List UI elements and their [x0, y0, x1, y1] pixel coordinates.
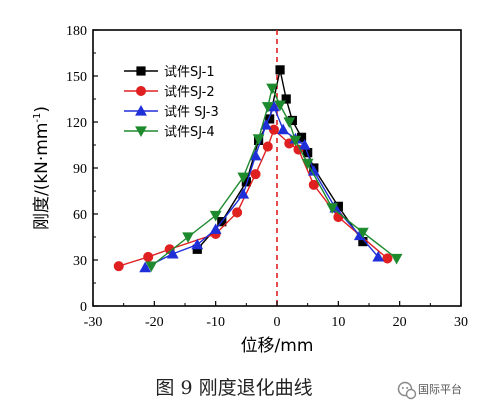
y-tick-label: 120	[66, 116, 87, 131]
data-point	[356, 227, 369, 239]
data-point	[308, 179, 319, 190]
series-line	[118, 128, 388, 267]
y-tick-label: 0	[80, 300, 87, 315]
y-tick-label: 30	[73, 254, 87, 269]
legend-marker	[135, 85, 147, 97]
watermark: 国际平台	[397, 381, 462, 400]
data-point	[232, 207, 243, 218]
data-point	[237, 172, 250, 184]
data-point	[281, 94, 291, 104]
data-point	[301, 158, 314, 170]
data-point	[252, 134, 265, 145]
data-point	[390, 253, 403, 265]
x-tick-label: -10	[206, 315, 225, 330]
data-point	[209, 210, 222, 222]
series-line	[150, 86, 398, 267]
x-tick-label: 10	[331, 315, 345, 330]
data-point	[191, 238, 204, 250]
x-tick-label: 20	[393, 315, 407, 330]
data-point	[274, 100, 286, 112]
legend-entry: 试件 SJ-3	[124, 105, 219, 120]
legend-marker	[136, 66, 146, 76]
data-point	[372, 250, 385, 262]
x-tick-label: -20	[145, 315, 164, 330]
data-point	[289, 135, 302, 147]
figure-caption: 图 9 刚度退化曲线	[155, 377, 312, 399]
data-point	[382, 253, 393, 264]
x-tick-label: 30	[454, 315, 468, 330]
data-point	[261, 102, 274, 113]
x-tick-label: -30	[84, 315, 103, 330]
legend-label: 试件SJ-4	[164, 125, 215, 140]
legend-label: 试件SJ-2	[164, 85, 215, 100]
series-layer	[113, 65, 403, 273]
series-4	[145, 83, 403, 273]
y-axis-label-close: )	[32, 106, 52, 113]
data-point	[182, 232, 194, 243]
data-point	[326, 203, 339, 214]
data-point	[139, 261, 152, 273]
legend-label: 试件SJ-1	[164, 65, 215, 80]
y-axis-label: 刚度/(kN·mm-1)	[32, 106, 52, 230]
data-point	[298, 139, 311, 150]
y-axis-ticks: 0 30 60 90 120 150 180	[66, 24, 98, 315]
x-axis-ticks: -30 -20 -10 0 10 20 30	[84, 301, 468, 330]
data-point	[249, 149, 262, 161]
legend-entry: 试件SJ-2	[124, 85, 215, 100]
data-point	[145, 261, 158, 273]
data-point	[262, 141, 273, 152]
data-point	[266, 83, 278, 95]
y-tick-label: 150	[66, 70, 87, 85]
y-tick-label: 90	[73, 162, 87, 177]
y-tick-label: 180	[66, 24, 87, 39]
data-point	[237, 188, 250, 199]
legend-entry: 试件SJ-1	[124, 65, 215, 80]
watermark-text: 国际平台	[418, 382, 462, 396]
data-point	[250, 169, 261, 180]
data-point	[283, 117, 296, 128]
data-point	[275, 65, 285, 75]
data-point	[166, 247, 179, 259]
data-point	[277, 123, 290, 135]
wechat-logo-icon	[397, 381, 417, 400]
y-tick-label: 60	[73, 208, 87, 223]
legend: 试件SJ-1 试件SJ-2 试件 SJ-3 试件SJ-4	[124, 65, 219, 140]
data-point	[333, 212, 344, 223]
data-point	[143, 251, 154, 262]
legend-entry: 试件SJ-4	[124, 125, 215, 140]
y-axis-label-exponent: -1	[32, 113, 43, 123]
y-axis-label-main: 刚度/(kN·mm	[32, 123, 52, 230]
data-point	[113, 261, 124, 272]
legend-marker	[135, 126, 147, 137]
legend-marker	[135, 105, 147, 116]
legend-label: 试件 SJ-3	[164, 105, 219, 120]
x-tick-label: 0	[274, 315, 281, 330]
x-axis-label: 位移/mm	[241, 336, 314, 356]
series-2	[113, 124, 393, 272]
data-point	[265, 114, 275, 124]
data-point	[209, 223, 222, 234]
